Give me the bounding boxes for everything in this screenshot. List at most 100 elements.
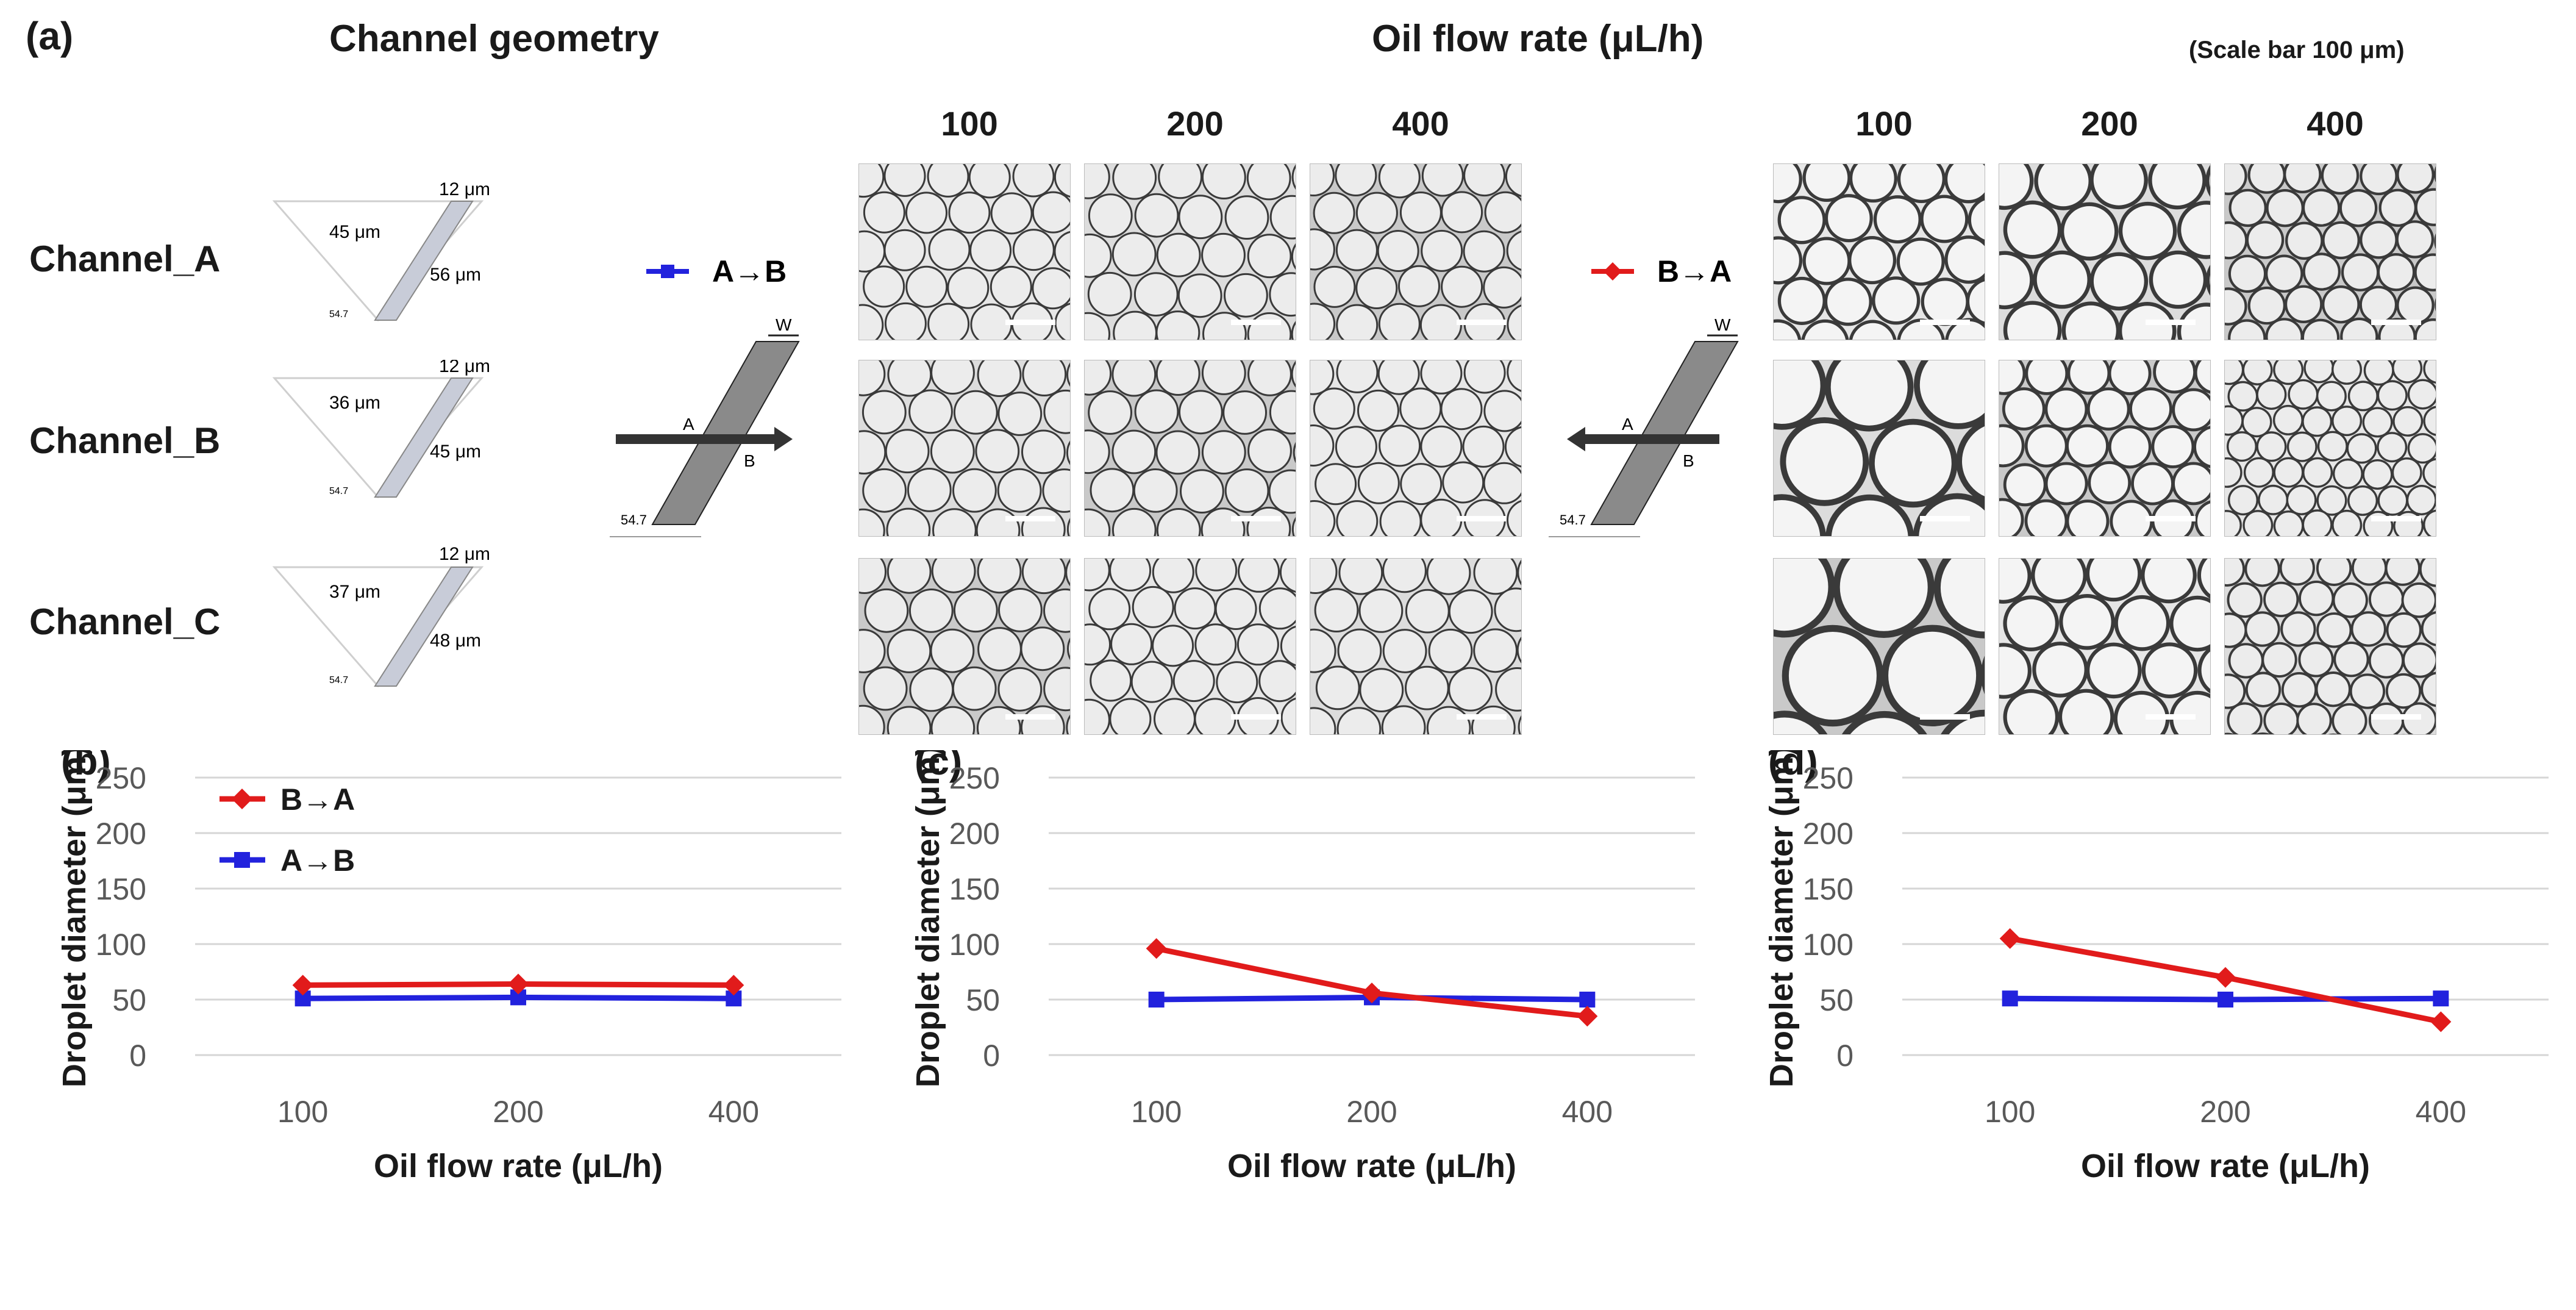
y-tick-label: 50	[112, 983, 146, 1017]
scale-bar	[1005, 516, 1055, 521]
y-tick-label: 150	[949, 872, 1000, 906]
y-tick-label: 0	[983, 1039, 1000, 1073]
flow-ab-w: W	[776, 317, 792, 334]
micrograph-left-row1-col3	[1310, 163, 1522, 340]
y-tick-label: 150	[96, 872, 146, 906]
y-tick-label: 250	[1803, 761, 1854, 795]
y-tick-label: 100	[96, 928, 146, 962]
y-axis-title: Droplet diameter (μm)	[910, 750, 946, 1087]
scale-bar	[2371, 714, 2421, 720]
channel-c-left-dim: 37 μm	[329, 582, 380, 602]
chart-b: (b) 0 50 100 150 200 250 100 200 400 Oil flow rate…	[56, 750, 841, 1184]
y-tick-label: 0	[129, 1039, 146, 1073]
scale-bar	[1231, 320, 1281, 325]
micrograph-right-row1-col2	[1999, 163, 2211, 340]
legend-b-to-a: B→A	[1591, 254, 1732, 288]
data-point-a-to-b	[2217, 992, 2233, 1008]
rate-header-right-100: 100	[1855, 104, 1913, 143]
y-tick-label: 50	[1819, 983, 1854, 1017]
legend-marker	[232, 789, 252, 809]
micrograph-left-row3-col1	[858, 558, 1071, 735]
scale-bar	[2146, 320, 2196, 325]
y-axis-title: Droplet diameter (μm)	[1763, 750, 1800, 1087]
scale-bar	[1005, 714, 1055, 720]
data-point-a-to-b	[1579, 992, 1596, 1008]
y-axis-title: Droplet diameter (μm)	[56, 750, 93, 1087]
rate-header-left-200: 200	[1166, 104, 1224, 143]
channel-a-geometry: 12 μm 45 μm 56 μm 54.7	[272, 179, 490, 322]
y-tick-label: 50	[966, 983, 1000, 1017]
flow-ab-b: B	[744, 451, 755, 470]
rate-header-right-400: 400	[2307, 104, 2364, 143]
channel-b-left-dim: 36 μm	[329, 393, 380, 413]
data-point-b-to-a	[508, 973, 529, 995]
data-point-b-to-a	[292, 975, 313, 996]
flow-ab-angle: 54.7	[621, 512, 647, 528]
scale-bar	[1231, 714, 1281, 720]
data-point-b-to-a	[723, 975, 744, 996]
legend-marker	[234, 852, 250, 868]
flow-ba-angle: 54.7	[1560, 512, 1586, 528]
micrograph-right-row2-col1	[1773, 360, 1985, 537]
data-point-a-to-b	[2002, 990, 2018, 1007]
rate-header-left-100: 100	[941, 104, 998, 143]
scale-bar	[2371, 320, 2421, 325]
channel-a-angle: 54.7	[329, 309, 348, 320]
micrograph-left-row1-col1	[858, 163, 1071, 340]
legend-a-to-b: A→B	[646, 254, 787, 288]
scale-bar	[2146, 516, 2196, 521]
x-tick-label: 400	[2416, 1095, 2466, 1129]
scale-bar	[1457, 516, 1507, 521]
data-point-b-to-a	[1577, 1006, 1598, 1027]
y-tick-label: 200	[96, 817, 146, 851]
scale-bar	[1920, 714, 1970, 720]
data-point-a-to-b	[2433, 990, 2449, 1007]
rate-header-left-400: 400	[1392, 104, 1449, 143]
legend-a-to-b-label: A→B	[712, 254, 787, 288]
x-tick-label: 400	[708, 1095, 759, 1129]
x-axis-title: Oil flow rate (μL/h)	[374, 1148, 663, 1184]
scale-bar	[1457, 320, 1507, 325]
scale-bar	[2146, 714, 2196, 720]
channel-b-top-dim: 12 μm	[439, 360, 490, 376]
y-tick-label: 100	[949, 928, 1000, 962]
channel-b-angle: 54.7	[329, 486, 348, 496]
x-axis-title: Oil flow rate (μL/h)	[1227, 1148, 1516, 1184]
channel-a-label: Channel_A	[29, 238, 221, 279]
flow-ba-a: A	[1622, 415, 1633, 434]
channel-c-label: Channel_C	[29, 601, 221, 642]
flow-ba-w: W	[1714, 317, 1731, 334]
x-tick-label: 400	[1562, 1095, 1613, 1129]
channel-a-top-dim: 12 μm	[439, 179, 490, 199]
micrograph-left-row2-col3	[1310, 360, 1522, 537]
data-point-b-to-a	[2430, 1011, 2452, 1033]
channel-b-label: Channel_B	[29, 420, 221, 461]
channel-b-geometry: 12 μm 36 μm 45 μm 54.7	[272, 360, 490, 499]
x-tick-label: 100	[1131, 1095, 1182, 1129]
scale-bar	[2371, 516, 2421, 521]
y-tick-label: 150	[1803, 872, 1854, 906]
flow-ba-b: B	[1683, 451, 1694, 470]
data-point-b-to-a	[1999, 928, 2021, 949]
micrograph-left-row3-col3	[1310, 558, 1522, 735]
x-axis-title: Oil flow rate (μL/h)	[2081, 1148, 2370, 1184]
y-tick-label: 0	[1836, 1039, 1854, 1073]
channel-geometry-title: Channel geometry	[329, 18, 659, 60]
micrograph-right-row2-col2	[1999, 360, 2211, 537]
micrograph-left-row3-col2	[1084, 558, 1296, 735]
micrograph-left-row2-col2	[1084, 360, 1296, 537]
data-point-b-to-a	[2215, 967, 2236, 988]
data-point-a-to-b	[1148, 992, 1165, 1008]
channel-c-angle: 54.7	[329, 675, 348, 685]
flow-ab-a: A	[683, 415, 694, 434]
chart-c: (c) 0 50 100 150 200 250 100 200 400 Oil flow rate…	[910, 750, 1695, 1184]
x-tick-label: 200	[2200, 1095, 2250, 1129]
panel-label: (c)	[915, 750, 962, 783]
micrograph-right-row1-col3	[2224, 163, 2436, 340]
micrograph-right-row3-col1	[1773, 558, 1985, 735]
micrograph-right-row3-col3	[2224, 558, 2436, 735]
channel-c-geometry: 12 μm 37 μm 48 μm 54.7	[272, 544, 490, 688]
y-tick-label: 250	[949, 761, 1000, 795]
rate-header-right-200: 200	[2081, 104, 2138, 143]
flow-diagram-b-to-a: W A B 54.7	[1549, 317, 1739, 537]
